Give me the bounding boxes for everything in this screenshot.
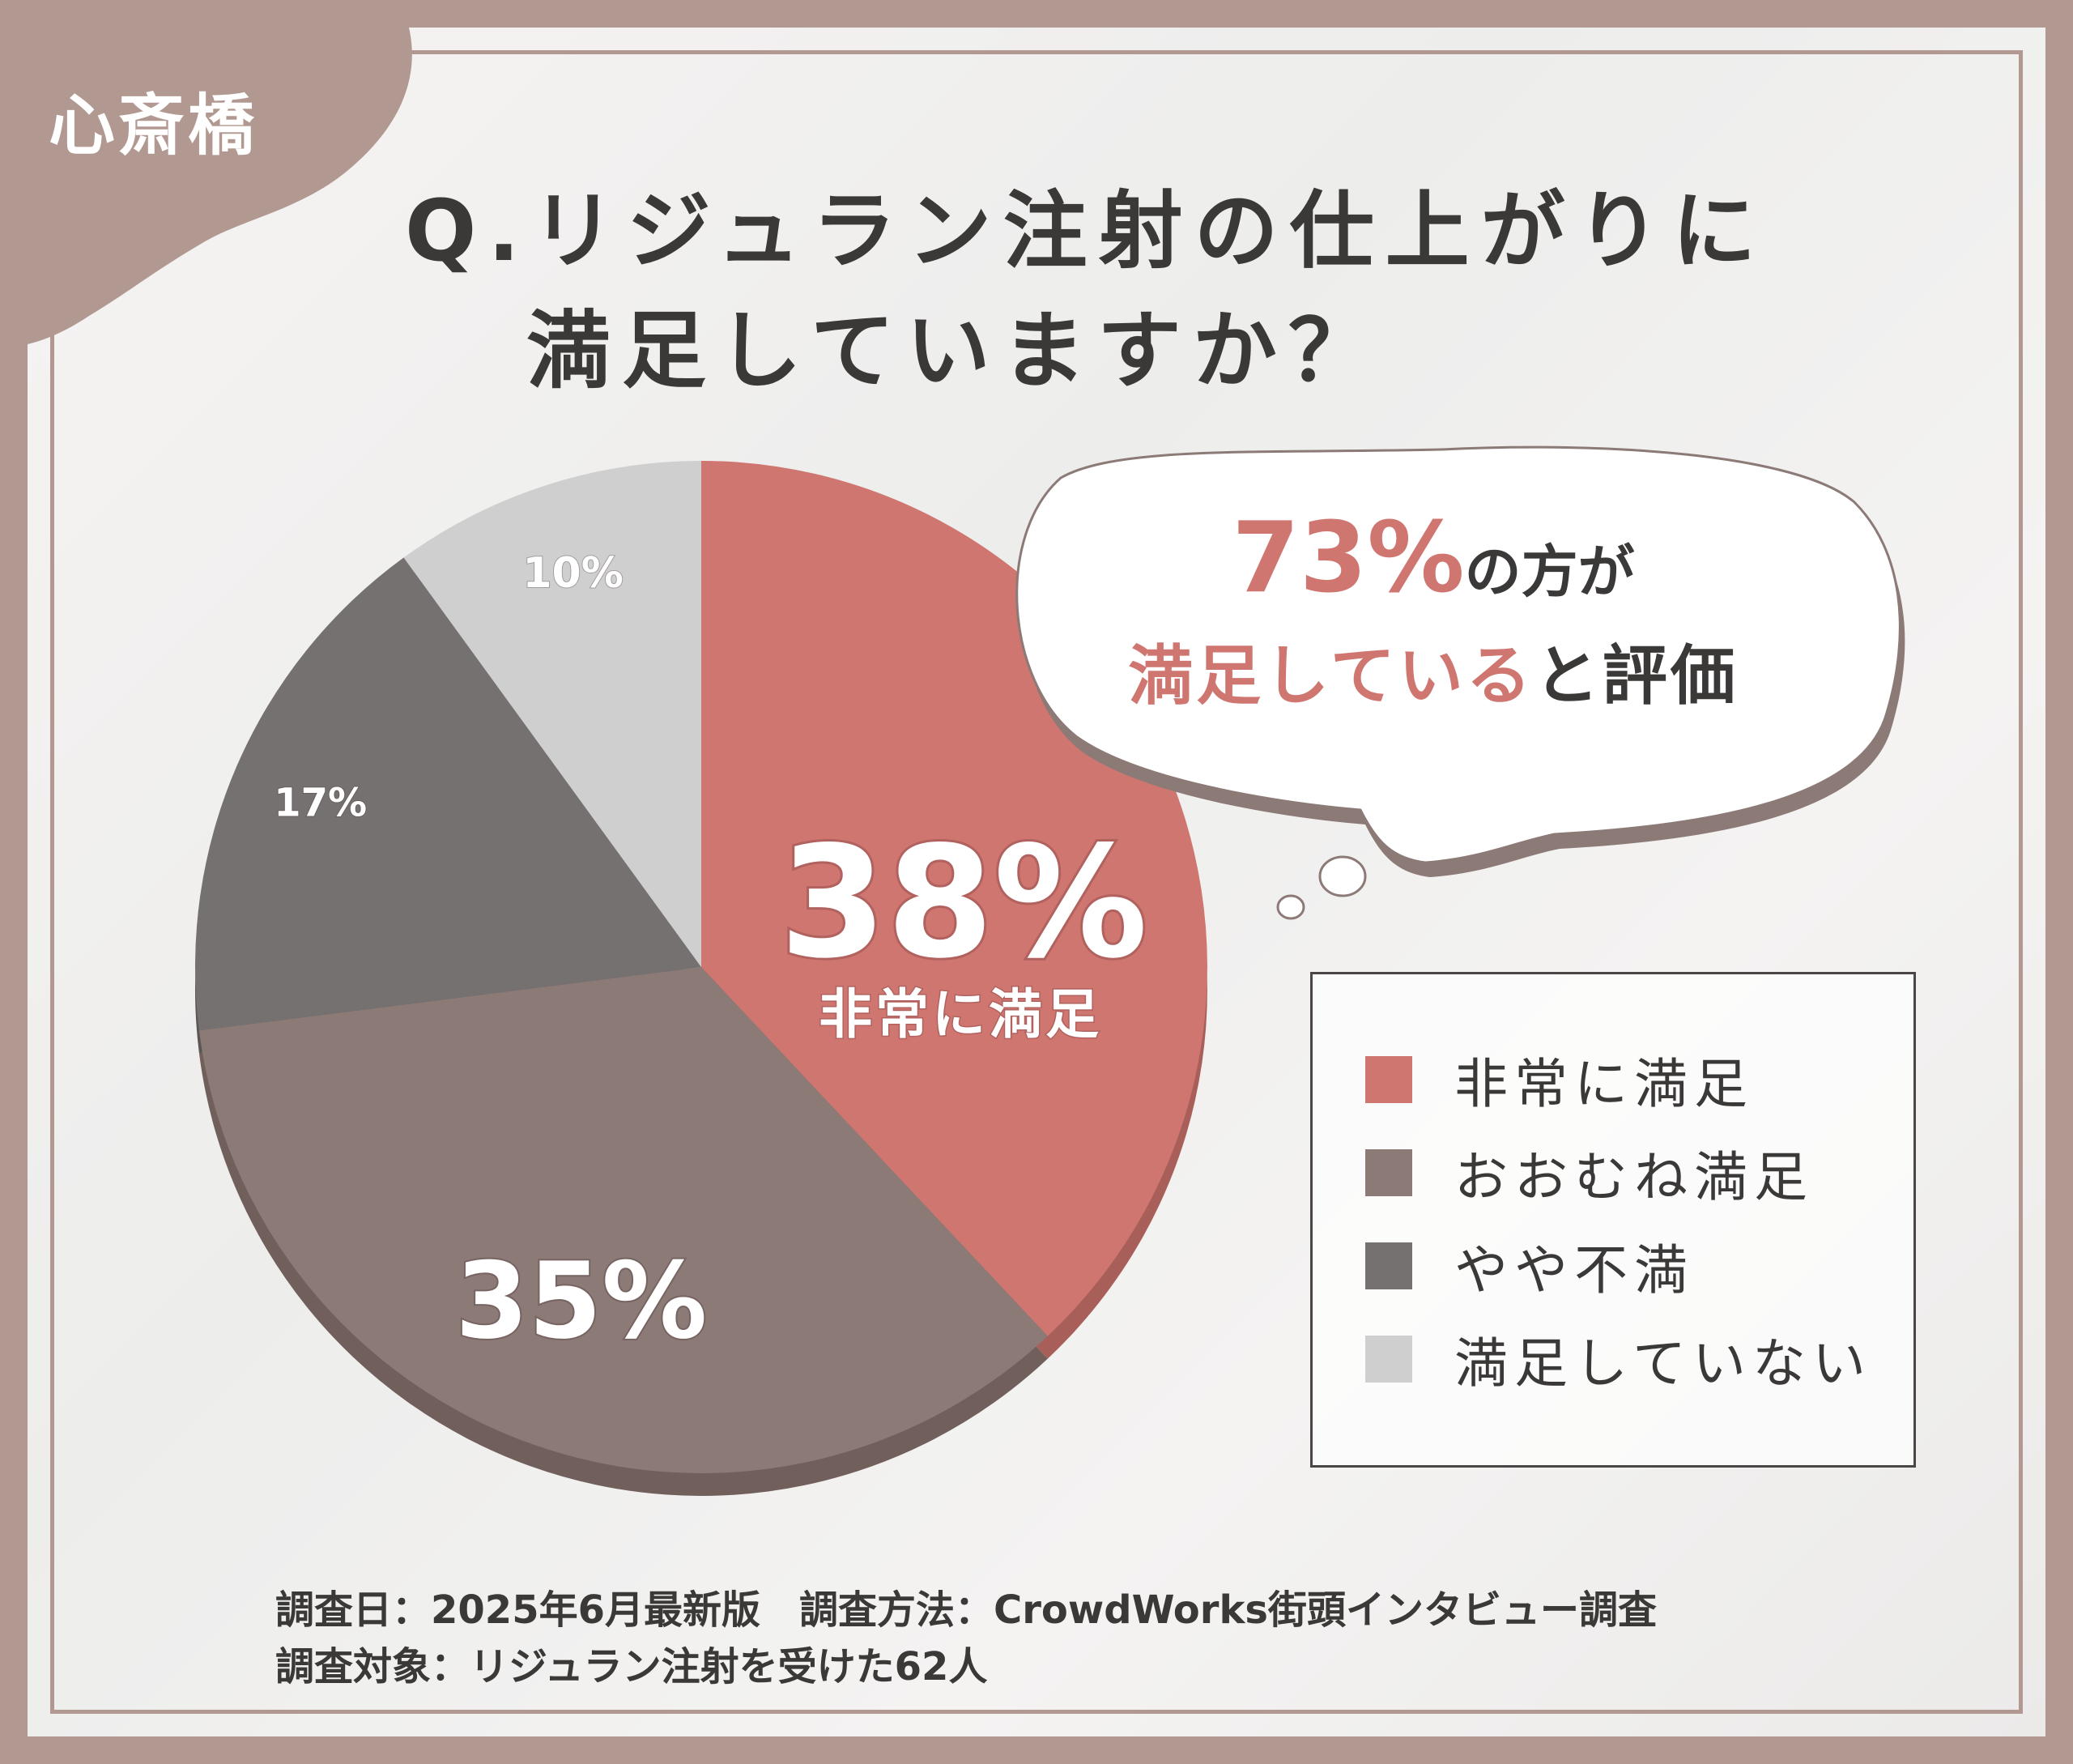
- legend-swatch: [1365, 1336, 1412, 1383]
- survey-info-line2: 調査対象：リジュラン注射を受けた62人: [275, 1644, 988, 1689]
- question-title-line1: Q.リジュラン注射の仕上がりに: [405, 181, 1768, 280]
- callout-percent: 73%: [1232, 502, 1465, 615]
- callout-text: の方が: [1464, 539, 1635, 605]
- pie-slice: [198, 967, 1048, 1473]
- legend-item: 満足していない: [1365, 1331, 1872, 1395]
- legend-label: やや不満: [1454, 1239, 1694, 1302]
- legend-label: 非常に満足: [1454, 1053, 1754, 1115]
- legend-swatch: [1365, 1149, 1412, 1196]
- chart-legend: 非常に満足 おおむね満足 やや不満 満足していない: [1310, 972, 1916, 1468]
- main-percent-label: 38%: [780, 813, 1148, 992]
- callout-text-end: と評価: [1534, 638, 1739, 714]
- survey-info-line1: 調査日：2025年6月最新版 調査方法：CrowdWorks街頭インタビュー調査: [275, 1587, 1657, 1633]
- pie-value-label: 10%: [522, 549, 623, 598]
- callout-line1: 73%の方が: [1028, 502, 1838, 615]
- callout-highlight: 満足している: [1128, 638, 1535, 714]
- legend-item: 非常に満足: [1365, 1051, 1754, 1115]
- bubble-dot-large: [1318, 855, 1367, 897]
- legend-swatch: [1365, 1242, 1412, 1289]
- legend-item: やや不満: [1365, 1238, 1694, 1302]
- corner-tab-shape: [28, 28, 412, 344]
- pie-labels: 35% 17% 10% 38%非常に満足: [273, 548, 1150, 1364]
- question-title-line2: 満足していますか？: [526, 301, 1384, 400]
- legend-label: 満足していない: [1454, 1332, 1873, 1395]
- bubble-dot-small: [1276, 894, 1305, 920]
- pie-value-label: 35%: [455, 1239, 707, 1362]
- speech-bubble: [1015, 445, 1901, 864]
- pie-value-label: 17%: [274, 780, 367, 825]
- legend-item: おおむね満足: [1365, 1144, 1814, 1208]
- location-label: 心斎橋: [49, 87, 258, 164]
- main-category-label: 非常に満足: [819, 983, 1102, 1046]
- pie-slice: [194, 557, 702, 1031]
- callout-line2: 満足していると評価: [1028, 624, 1838, 718]
- legend-swatch: [1365, 1056, 1412, 1103]
- pie-slice: [403, 461, 701, 967]
- legend-label: おおむね満足: [1454, 1146, 1814, 1208]
